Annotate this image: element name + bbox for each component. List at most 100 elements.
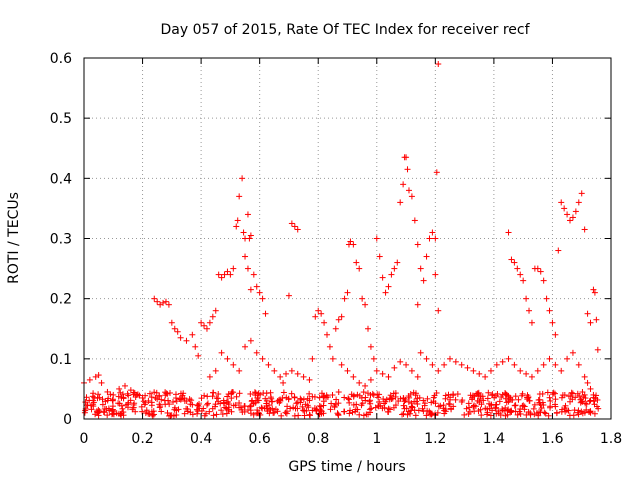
y-tick-label: 0.6	[50, 51, 72, 67]
data-point	[519, 403, 526, 410]
data-point	[583, 401, 590, 408]
data-point	[486, 405, 493, 412]
data-point	[162, 298, 169, 305]
data-point	[512, 393, 519, 400]
data-point	[165, 301, 172, 308]
data-point	[505, 355, 512, 362]
data-point	[356, 379, 363, 386]
data-point	[459, 397, 466, 404]
data-point	[246, 235, 253, 242]
data-point	[544, 389, 551, 396]
data-point	[531, 411, 538, 418]
data-point	[403, 361, 410, 368]
data-point	[497, 411, 504, 418]
data-point	[423, 253, 430, 260]
data-point	[206, 319, 213, 326]
data-point	[411, 217, 418, 224]
data-point	[461, 411, 468, 418]
data-point	[280, 389, 287, 396]
data-point	[153, 389, 160, 396]
data-point	[400, 181, 407, 188]
data-point	[587, 397, 594, 404]
data-point	[379, 274, 386, 281]
data-point	[341, 394, 348, 401]
data-point	[579, 398, 586, 405]
y-tick-labels: 0 0.1 0.2 0.3 0.4 0.5 0.6	[50, 51, 72, 428]
data-point	[391, 265, 398, 272]
data-point	[525, 408, 532, 415]
data-point	[298, 396, 305, 403]
data-point	[482, 373, 489, 380]
data-point	[262, 310, 269, 317]
data-point	[344, 367, 351, 374]
data-point	[301, 408, 308, 415]
data-point	[561, 391, 568, 398]
data-point	[110, 391, 117, 398]
data-point	[291, 394, 298, 401]
data-point	[591, 289, 598, 296]
y-tick-label: 0.1	[50, 352, 72, 368]
data-point	[172, 391, 179, 398]
data-point	[568, 389, 575, 396]
data-point	[426, 408, 433, 415]
data-point	[584, 310, 591, 317]
data-point	[189, 411, 196, 418]
data-point	[423, 355, 430, 362]
data-point	[306, 411, 313, 418]
data-point	[223, 405, 230, 412]
data-point	[514, 411, 521, 418]
data-point	[442, 395, 449, 402]
data-point	[132, 408, 139, 415]
data-point	[152, 394, 159, 401]
data-point	[547, 397, 554, 404]
data-point	[477, 393, 484, 400]
data-point	[517, 271, 524, 278]
data-point	[575, 361, 582, 368]
data-point	[240, 229, 247, 236]
data-point	[98, 379, 105, 386]
data-point	[220, 399, 227, 406]
axis-ticks	[83, 57, 612, 420]
data-point	[526, 307, 533, 314]
data-point	[458, 361, 465, 368]
data-point	[181, 410, 188, 417]
data-point	[354, 406, 361, 413]
data-point	[203, 401, 210, 408]
data-point	[493, 361, 500, 368]
data-point	[517, 410, 524, 417]
data-point	[142, 399, 149, 406]
data-point	[300, 396, 307, 403]
data-point	[318, 310, 325, 317]
data-point	[288, 390, 295, 397]
data-point	[244, 265, 251, 272]
data-point	[564, 355, 571, 362]
data-point	[553, 410, 560, 417]
gridlines	[84, 58, 611, 419]
data-point	[471, 408, 478, 415]
data-point	[403, 154, 410, 161]
data-point	[283, 370, 290, 377]
data-point	[117, 411, 124, 418]
x-tick-label: 0.2	[131, 431, 153, 447]
data-point	[448, 405, 455, 412]
data-point	[119, 391, 126, 398]
data-point	[534, 265, 541, 272]
data-point	[206, 373, 213, 380]
data-point	[360, 389, 367, 396]
data-point	[437, 402, 444, 409]
data-point	[215, 271, 222, 278]
data-point	[575, 199, 582, 206]
data-point	[280, 379, 287, 386]
data-point	[565, 407, 572, 414]
data-point	[564, 211, 571, 218]
data-point	[316, 394, 323, 401]
data-point	[90, 399, 97, 406]
data-point	[594, 396, 601, 403]
data-point	[210, 412, 217, 419]
data-point	[88, 406, 95, 413]
data-point	[478, 401, 485, 408]
data-point	[465, 400, 472, 407]
data-point	[433, 389, 440, 396]
data-point	[288, 220, 295, 227]
data-point	[470, 367, 477, 374]
